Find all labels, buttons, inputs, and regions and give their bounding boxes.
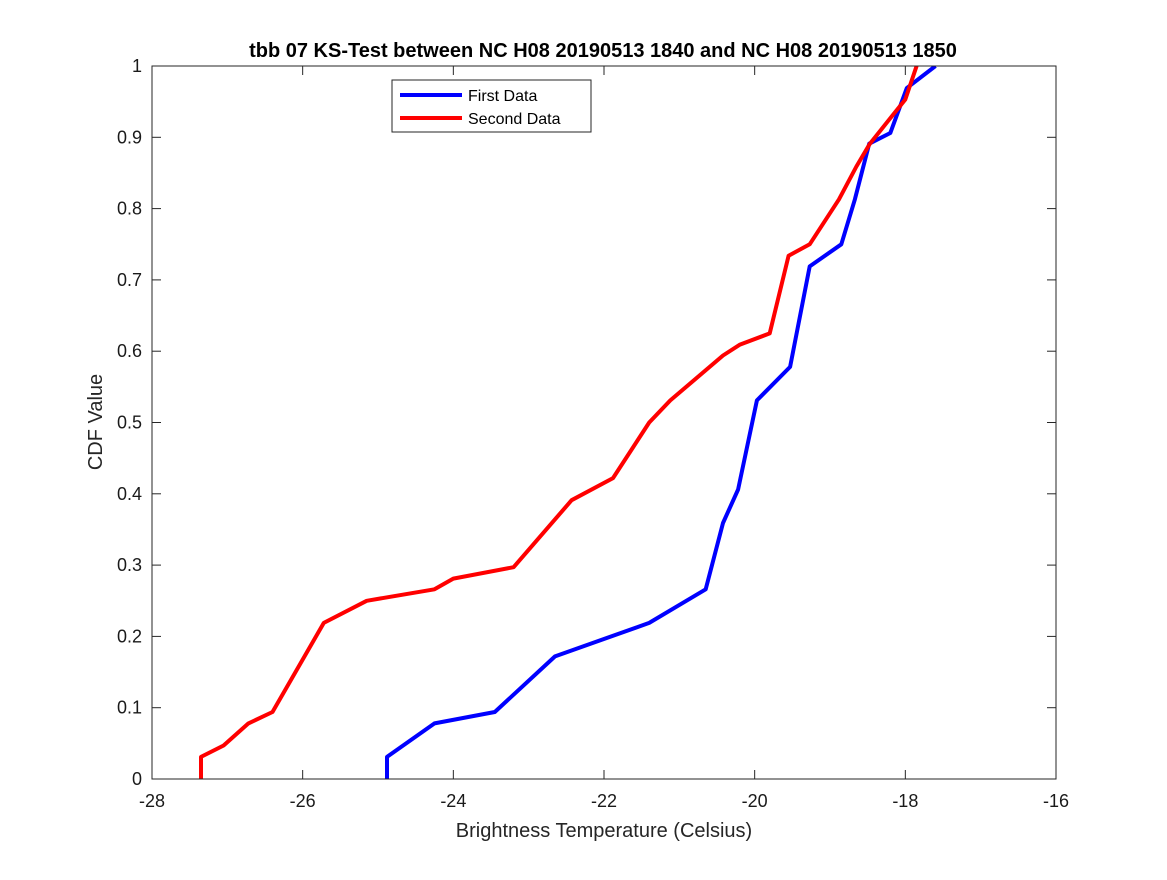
y-tick-label: 1: [132, 56, 142, 76]
y-axis-label: CDF Value: [85, 374, 107, 470]
y-tick-label: 0.1: [117, 698, 142, 718]
x-axis-label: Brightness Temperature (Celsius): [456, 820, 752, 842]
x-tick-label: -20: [742, 791, 768, 811]
series-line-second-data: [199, 66, 919, 779]
y-tick-label: 0.5: [117, 413, 142, 433]
y-tick-label: 0: [132, 769, 142, 789]
legend-label-second-data: Second Data: [468, 111, 561, 128]
x-tick-label: -28: [139, 791, 165, 811]
legend-label-first-data: First Data: [468, 88, 537, 105]
plot-area-frame: [151, 65, 1057, 780]
axis-ticks: -28 -26 -24 -22 -20 -18 -16 0 0.1 0.2 0.3 0.4 0.5 0.6…: [117, 56, 1069, 811]
x-tick-label: -24: [440, 791, 466, 811]
y-tick-label: 0.3: [117, 555, 142, 575]
chart-legend: First Data Second Data: [391, 79, 592, 133]
y-tick-label: 0.8: [117, 199, 142, 219]
y-tick-label: 0.9: [117, 127, 142, 147]
x-tick-label: -26: [290, 791, 316, 811]
y-tick-label: 0.7: [117, 270, 142, 290]
data-series: [199, 66, 937, 779]
chart-title: tbb 07 KS-Test between NC H08 20190513 1…: [249, 40, 957, 62]
x-tick-label: -16: [1043, 791, 1069, 811]
y-tick-label: 0.4: [117, 484, 142, 504]
x-tick-label: -18: [892, 791, 918, 811]
legend-box: [391, 79, 592, 133]
y-tick-label: 0.6: [117, 341, 142, 361]
x-tick-label: -22: [591, 791, 617, 811]
y-tick-label: 0.2: [117, 626, 142, 646]
